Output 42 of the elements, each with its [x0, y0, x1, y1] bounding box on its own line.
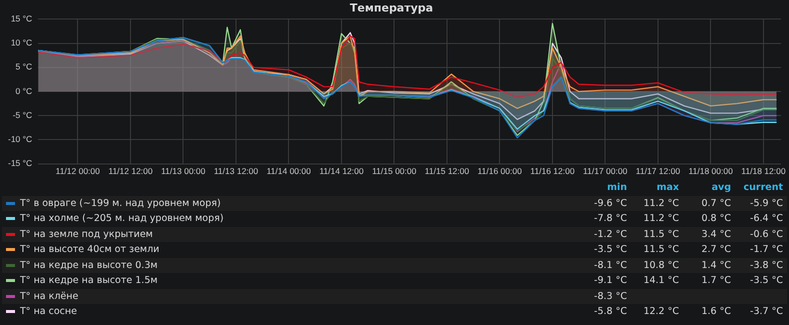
x-tick-label: 11/18 12:00 [741, 166, 786, 176]
legend-label: Т° на холме (~205 м. над уровнем моря) [19, 212, 225, 226]
chart-title: Температура [350, 1, 434, 14]
legend-label: Т° на сосне [19, 305, 78, 320]
text: -8.3 °C [593, 290, 628, 304]
y-tick-label: -5 °C [12, 110, 32, 120]
x-tick-label: 11/14 12:00 [319, 166, 364, 176]
text: min [606, 181, 628, 196]
text: avg [710, 181, 732, 196]
text: max [656, 181, 680, 196]
x-tick-label: 11/16 12:00 [530, 166, 575, 176]
text: current [742, 181, 784, 196]
legend-label: Т° в овраге (~199 м. над уровнем моря) [19, 196, 222, 211]
text: -5.8 °C 12.2 °C 1.6 °C -3.7 °C [594, 306, 783, 318]
x-tick-label: 11/12 00:00 [56, 166, 100, 176]
text: -3.5 °C 11.5 °C 2.7 °C -1.7 °C [594, 244, 783, 256]
legend-label: Т° на земле под укрытием [19, 228, 154, 242]
text: -9.1 °C 14.1 °C 1.7 °C -3.5 °C [594, 275, 783, 286]
x-tick-label: 11/17 12:00 [636, 166, 680, 176]
x-tick-label: 11/17 00:00 [583, 166, 628, 176]
legend-label: Т° на высоте 40см от земли [19, 243, 160, 258]
x-tick-label: 11/16 00:00 [478, 166, 522, 176]
y-tick-label: 5 °C [16, 62, 32, 72]
legend-label: Т° на кедре на высоте 1.5м [19, 274, 159, 288]
legend-label: Т° на кедре на высоте 0.3м [19, 258, 159, 273]
text: -1.2 °C 11.5 °C 3.4 °C -0.6 °C [594, 228, 783, 240]
x-tick-label: 11/15 00:00 [372, 166, 417, 176]
x-tick-label: 11/13 12:00 [214, 166, 258, 176]
x-tick-label: 11/13 00:00 [161, 166, 206, 176]
text: -8.1 °C 10.8 °C 1.4 °C -3.8 °C [594, 260, 783, 271]
text: -7.8 °C 11.2 °C 0.8 °C -6.4 °C [594, 213, 783, 224]
y-tick-label: -15 °C [8, 158, 32, 168]
y-tick-label: -10 °C [8, 134, 32, 144]
y-tick-label: 0 °C [16, 86, 32, 96]
legend-label: Т° на клёне [19, 290, 80, 304]
y-tick-label: 15 °C [10, 14, 32, 24]
x-tick-label: 11/18 00:00 [688, 166, 734, 176]
text: -9.6 °C 11.2 °C 0.7 °C -5.9 °C [594, 198, 783, 209]
x-tick-label: 11/15 12:00 [424, 166, 470, 176]
x-tick-label: 11/14 00:00 [266, 166, 312, 176]
y-tick-label: 10 °C [10, 38, 32, 48]
x-tick-label: 11/12 12:00 [108, 166, 153, 176]
